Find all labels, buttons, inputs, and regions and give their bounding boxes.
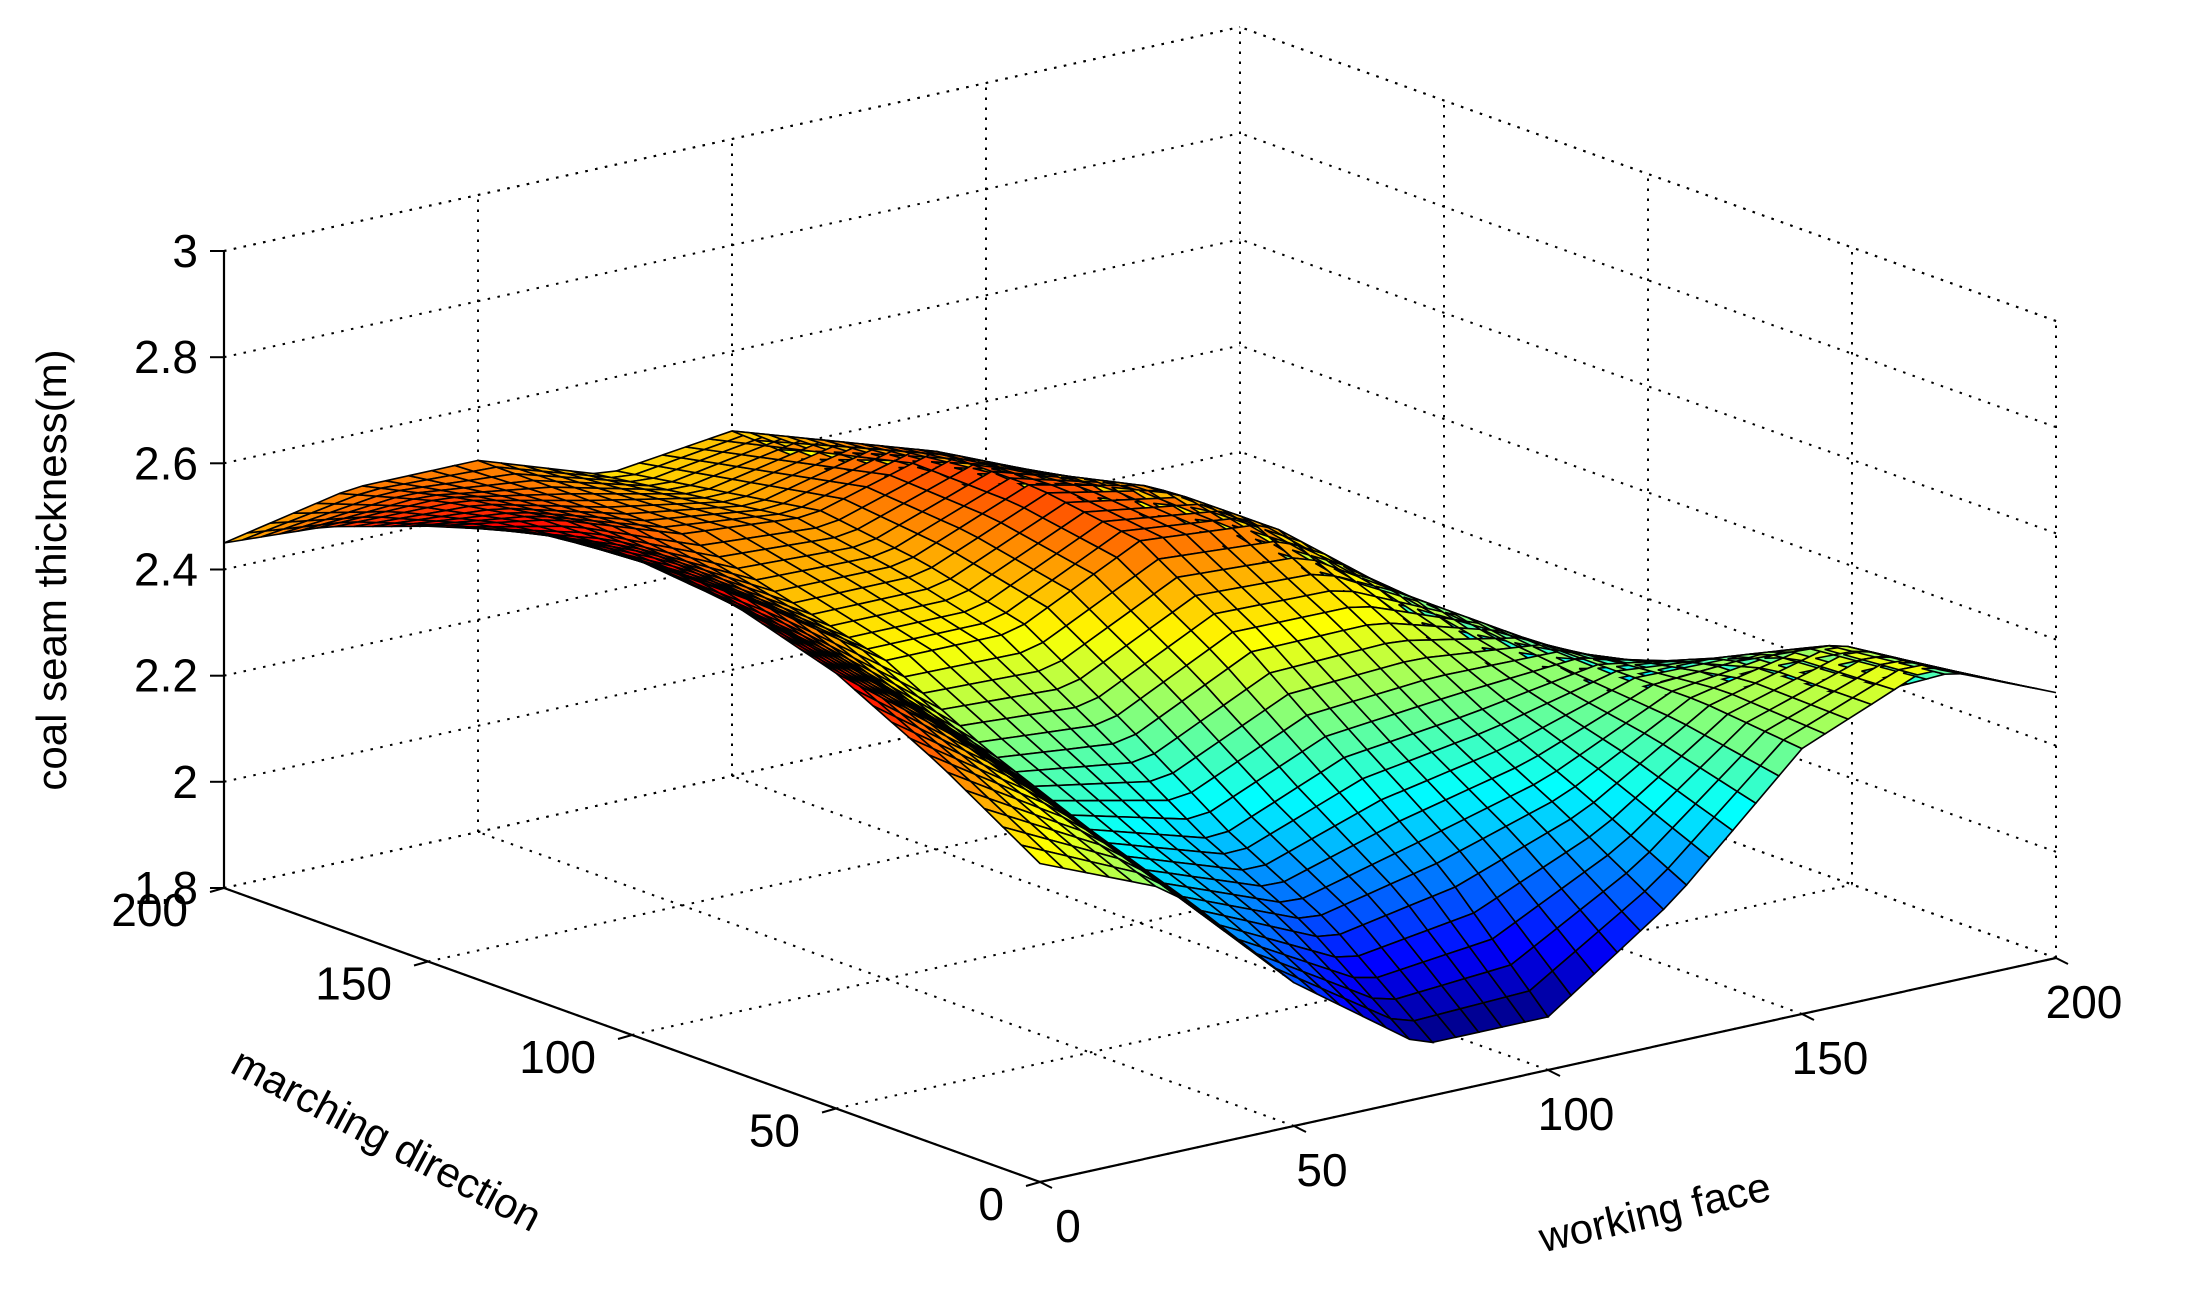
x-tick <box>1293 1125 1307 1133</box>
grid-line-back-z <box>223 132 1241 359</box>
y-tick-label: 150 <box>315 958 392 1010</box>
z-tick-label: 2.8 <box>134 331 198 383</box>
z-tick-label: 1.8 <box>134 862 198 914</box>
y-tick-label: 200 <box>111 884 188 936</box>
grid-line-back-z <box>223 556 1241 783</box>
grid-line-back-z <box>223 238 1241 465</box>
z-tick-label: 3 <box>172 225 198 277</box>
x-axis-title: working face <box>1534 1162 1775 1261</box>
x-tick <box>1039 1181 1053 1189</box>
surface-patch <box>2014 683 2057 694</box>
y-tick-label: 0 <box>978 1178 1004 1230</box>
y-tick <box>617 1034 633 1040</box>
x-tick-label: 200 <box>2046 976 2123 1028</box>
surface-layer <box>223 430 2057 1044</box>
z-tick-label: 2.6 <box>134 437 198 489</box>
y-tick <box>821 1107 837 1114</box>
x-tick-label: 100 <box>1538 1088 1615 1140</box>
z-axis-title: coal seam thickness(m) <box>28 349 75 790</box>
x-tick-label: 150 <box>1792 1032 1869 1084</box>
y-axis-title: marching direction <box>224 1038 549 1241</box>
z-tick-label: 2 <box>172 756 198 808</box>
y-tick-label: 50 <box>749 1105 800 1157</box>
box-edge <box>1239 26 2057 322</box>
x-tick-label: 50 <box>1296 1144 1347 1196</box>
x-tick <box>1547 1069 1561 1077</box>
box-edge <box>223 26 1241 252</box>
x-tick-label: 0 <box>1055 1200 1081 1252</box>
z-tick-label: 2.2 <box>134 650 198 702</box>
grid-line-floor-y <box>631 810 1649 1036</box>
ticks-layer: 0501001502000501001502001.822.22.42.62.8… <box>111 225 2122 1252</box>
y-tick-label: 100 <box>519 1031 596 1083</box>
y-tick <box>1025 1181 1041 1187</box>
x-tick <box>1801 1013 1815 1021</box>
x-tick <box>2055 957 2069 965</box>
z-tick-label: 2.4 <box>134 544 198 596</box>
grid-line-floor-y <box>427 736 1445 963</box>
grid-line-back-z <box>223 663 1241 889</box>
y-tick <box>413 960 429 967</box>
